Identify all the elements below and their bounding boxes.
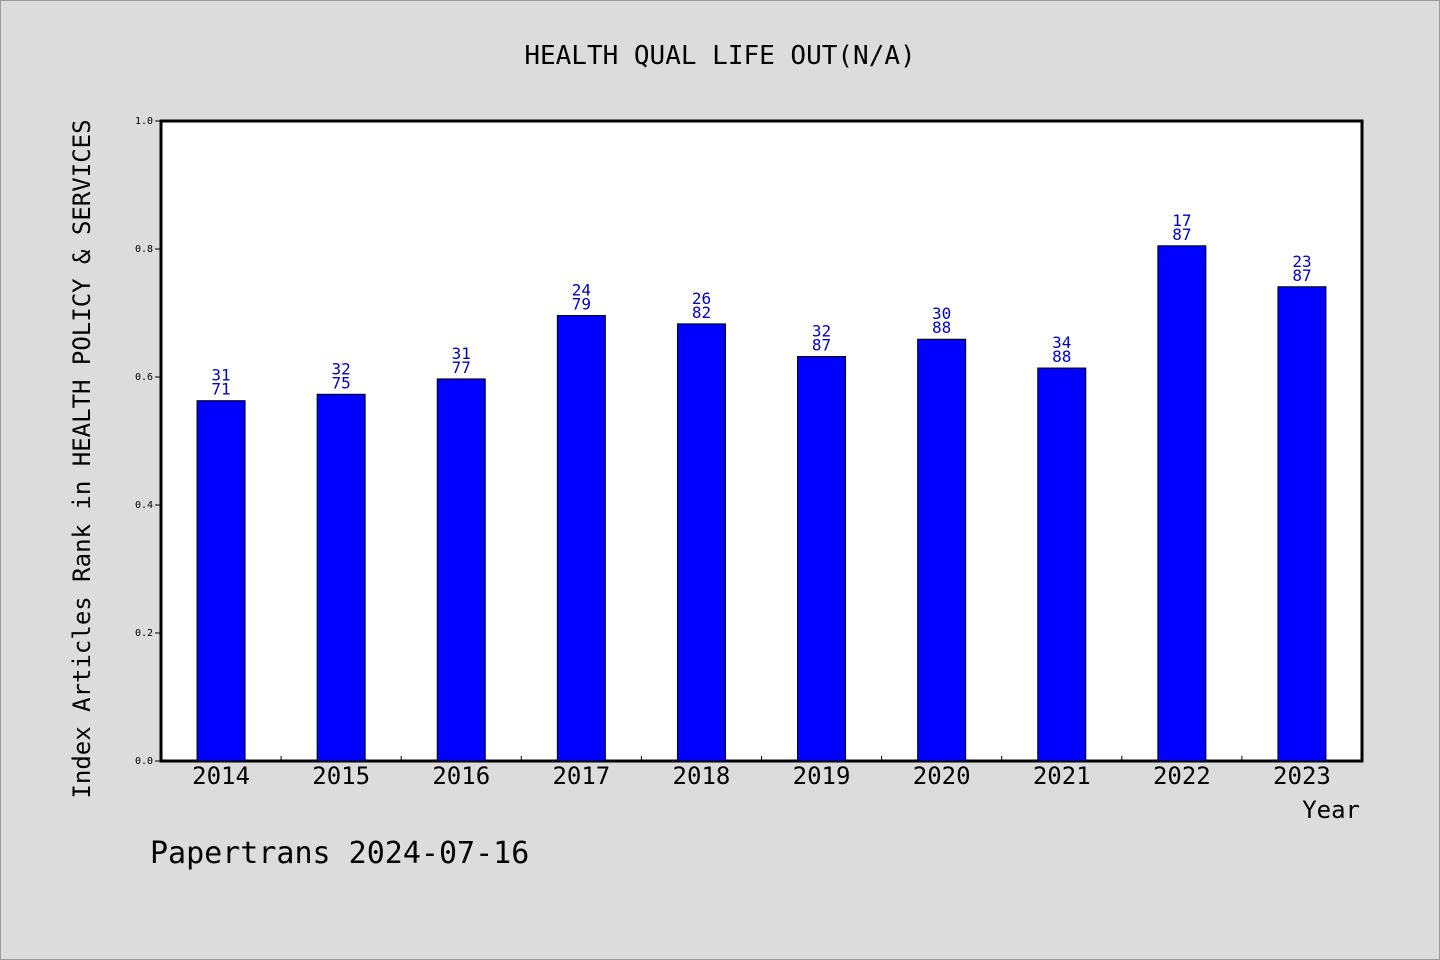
y-tick-label: 0.2 [135,628,153,639]
bar [1157,245,1207,762]
x-axis-label: Year [1302,796,1360,824]
x-tick-label: 2014 [192,762,250,790]
data-label-total: 88 [1052,347,1071,366]
data-label-total: 87 [1172,225,1191,244]
bar [1277,286,1327,762]
x-tick-label: 2022 [1153,762,1211,790]
y-axis-label: Index Articles Rank in HEALTH POLICY & S… [68,119,96,798]
y-tick-label: 1.0 [135,116,153,127]
y-tick-label: 0.4 [135,500,153,511]
x-tick-label: 2020 [913,762,971,790]
x-tick-label: 2018 [673,762,731,790]
bar [436,378,486,762]
y-tick-label: 0.6 [135,372,153,383]
data-label-rank: 24 [572,281,591,300]
bar [797,356,847,762]
data-label-rank: 31 [211,366,230,385]
bar [196,400,246,762]
data-label-rank: 30 [932,304,951,323]
data-label-total: 75 [332,373,351,392]
bar [556,315,606,762]
data-label-total: 87 [1292,266,1311,285]
data-label-total: 77 [452,358,471,377]
data-label-total: 71 [211,380,230,399]
x-axis: 2014 2015 2016 2017 2018 2019 2020 2021 2022 2023 [192,756,1331,790]
data-label-total: 87 [812,336,831,355]
bar-series [196,245,1327,762]
y-tick-label: 0.8 [135,244,153,255]
x-tick-label: 2015 [312,762,370,790]
data-label-rank: 32 [812,322,831,341]
data-label-rank: 23 [1292,252,1311,271]
chart-title: HEALTH QUAL LIFE OUT(N/A) [524,41,915,71]
data-label-total: 88 [932,318,951,337]
x-tick-label: 2016 [432,762,490,790]
x-tick-label: 2021 [1033,762,1091,790]
data-label-rank: 34 [1052,333,1071,352]
data-label-rank: 32 [332,359,351,378]
bar [1037,367,1087,762]
data-label-rank: 26 [692,289,711,308]
bar [676,323,726,762]
y-tick-label: 0.0 [135,756,153,767]
x-tick-label: 2017 [552,762,610,790]
footer-date: Papertrans 2024-07-16 [150,836,529,871]
data-label-rank: 17 [1172,211,1191,230]
data-label-total: 82 [692,303,711,322]
bar [917,338,967,762]
bar [316,393,366,762]
data-label-rank: 31 [452,344,471,363]
x-tick-label: 2023 [1273,762,1331,790]
x-tick-label: 2019 [793,762,851,790]
y-axis: 0.0 0.2 0.4 0.6 0.8 1.0 [135,116,161,767]
data-label-total: 79 [572,295,591,314]
